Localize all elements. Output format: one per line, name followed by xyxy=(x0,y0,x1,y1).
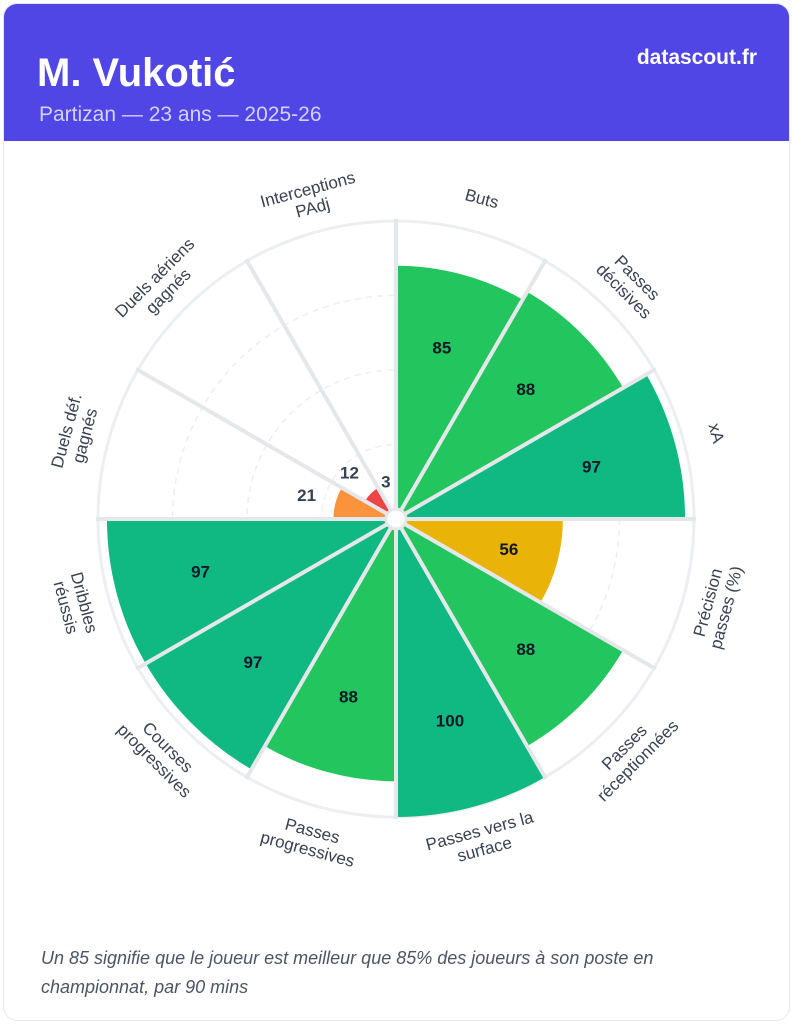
slice xyxy=(396,519,624,747)
slice-separator xyxy=(244,517,398,780)
slice xyxy=(145,519,396,770)
slice-separator xyxy=(394,367,657,521)
category-label: Duels déf.gagnés xyxy=(48,391,102,470)
value-label: 88 xyxy=(516,640,535,659)
slice-separator xyxy=(135,367,398,521)
header: M. Vukotić Partizan — 23 ans — 2025-26 d… xyxy=(4,4,789,141)
value-label: 97 xyxy=(243,653,262,672)
value-label: 88 xyxy=(516,380,535,399)
slice xyxy=(396,291,624,519)
value-label: 85 xyxy=(432,339,451,358)
category-label-line: xA xyxy=(704,421,728,446)
value-label: 100 xyxy=(436,711,464,730)
value-label: 88 xyxy=(339,687,358,706)
slice-separator xyxy=(394,517,548,780)
player-subtitle: Partizan — 23 ans — 2025-26 xyxy=(39,103,322,126)
slice-separator xyxy=(244,258,398,521)
slice xyxy=(396,374,686,519)
slice-separator xyxy=(394,517,657,671)
center-dot xyxy=(384,507,408,531)
slice xyxy=(396,519,563,603)
value-label: 3 xyxy=(381,472,390,491)
slice xyxy=(264,519,396,782)
slice xyxy=(396,519,545,817)
footnote: Un 85 signifie que le joueur est meilleu… xyxy=(41,948,654,997)
player-name: M. Vukotić xyxy=(37,51,236,95)
category-label-line: Buts xyxy=(463,185,501,212)
value-label: 56 xyxy=(499,540,518,559)
brand-link[interactable]: datascout.fr xyxy=(636,46,757,69)
category-label: Buts xyxy=(463,185,501,212)
value-label: 12 xyxy=(340,464,359,483)
category-label: xA xyxy=(704,421,728,446)
slice xyxy=(106,519,396,664)
slice-separator xyxy=(135,517,398,671)
slice-separator xyxy=(394,258,548,521)
slice xyxy=(396,265,523,519)
value-label: 21 xyxy=(297,486,316,505)
value-label: 97 xyxy=(191,562,210,581)
value-label: 97 xyxy=(582,458,601,477)
